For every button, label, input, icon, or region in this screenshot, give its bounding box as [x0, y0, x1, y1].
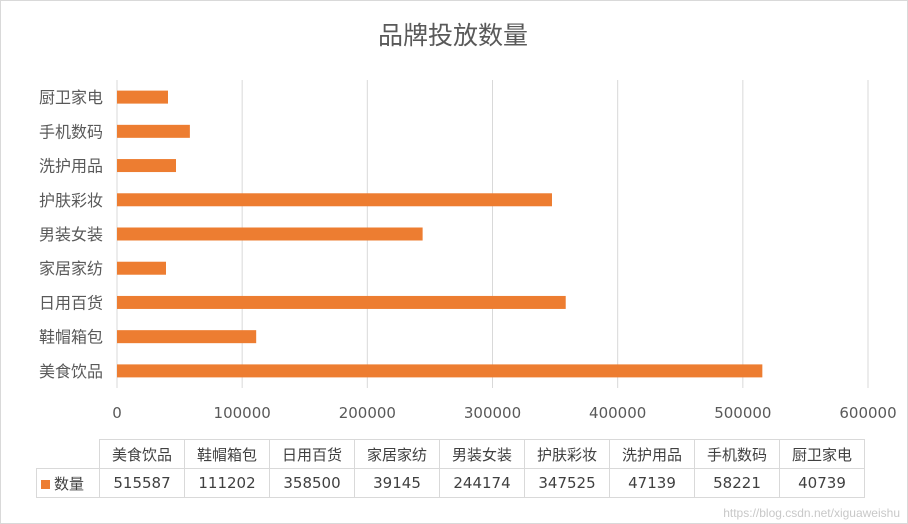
- bar: [117, 295, 566, 309]
- series-name: 数量: [54, 474, 85, 493]
- category-label: 厨卫家电: [39, 88, 103, 107]
- bar: [117, 90, 168, 104]
- category-label: 洗护用品: [39, 157, 103, 176]
- x-tick-label: 600000: [839, 404, 896, 422]
- data-table-value-row: 数量 515587 111202 358500 39145 244174 347525 47…: [36, 468, 865, 498]
- data-table-corner: [37, 440, 100, 469]
- bar: [117, 159, 177, 173]
- bars: [117, 90, 763, 378]
- x-tick-label: 200000: [339, 404, 396, 422]
- data-table-category: 厨卫家电: [779, 439, 865, 469]
- x-tick-label: 300000: [464, 404, 521, 422]
- category-label: 美食饮品: [39, 362, 103, 381]
- watermark: https://blog.csdn.net/xiguaweishu: [723, 506, 900, 520]
- data-table-value: 47139: [609, 468, 695, 498]
- data-table-category: 鞋帽箱包: [184, 439, 270, 469]
- data-table-value: 40739: [779, 468, 865, 498]
- x-tick-label: 100000: [214, 404, 271, 422]
- data-table-header-row: 美食饮品 鞋帽箱包 日用百货 家居家纺 男装女装 护肤彩妆 洗护用品 手机数码 厨卫家电: [37, 439, 865, 469]
- data-table-value: 515587: [99, 468, 185, 498]
- data-table: 美食饮品 鞋帽箱包 日用百货 家居家纺 男装女装 护肤彩妆 洗护用品 手机数码 厨卫家电 数量 …: [36, 439, 865, 498]
- category-label: 男装女装: [39, 225, 103, 244]
- bar: [117, 227, 423, 241]
- chart-title: 品牌投放数量: [378, 21, 528, 50]
- data-table-series-cell: 数量: [36, 468, 100, 498]
- category-label: 护肤彩妆: [39, 191, 103, 210]
- category-label: 家居家纺: [39, 259, 103, 278]
- category-label: 日用百货: [39, 293, 103, 312]
- data-table-value: 39145: [354, 468, 440, 498]
- data-table-category: 洗护用品: [609, 439, 695, 469]
- bar: [117, 261, 166, 275]
- data-table-category: 日用百货: [269, 439, 355, 469]
- data-table-value: 347525: [524, 468, 610, 498]
- bar: [117, 193, 552, 207]
- data-table-category: 家居家纺: [354, 439, 440, 469]
- data-table-category: 手机数码: [694, 439, 780, 469]
- bar: [117, 330, 257, 344]
- data-table-category: 护肤彩妆: [524, 439, 610, 469]
- bar: [117, 364, 763, 378]
- data-table-value: 244174: [439, 468, 525, 498]
- x-tick-label: 500000: [714, 404, 771, 422]
- x-tick-label: 0: [112, 404, 122, 422]
- x-tick-labels: 0 100000 200000 300000 400000 500000 600000: [112, 404, 896, 422]
- category-label: 手机数码: [39, 122, 103, 141]
- data-table-category: 美食饮品: [99, 439, 185, 469]
- x-tick-label: 400000: [589, 404, 646, 422]
- category-label: 鞋帽箱包: [39, 328, 103, 347]
- legend-key-icon: [41, 479, 50, 489]
- bar: [117, 124, 190, 138]
- data-table-value: 58221: [694, 468, 780, 498]
- data-table-value: 358500: [269, 468, 355, 498]
- data-table-value: 111202: [184, 468, 270, 498]
- data-table-category: 男装女装: [439, 439, 525, 469]
